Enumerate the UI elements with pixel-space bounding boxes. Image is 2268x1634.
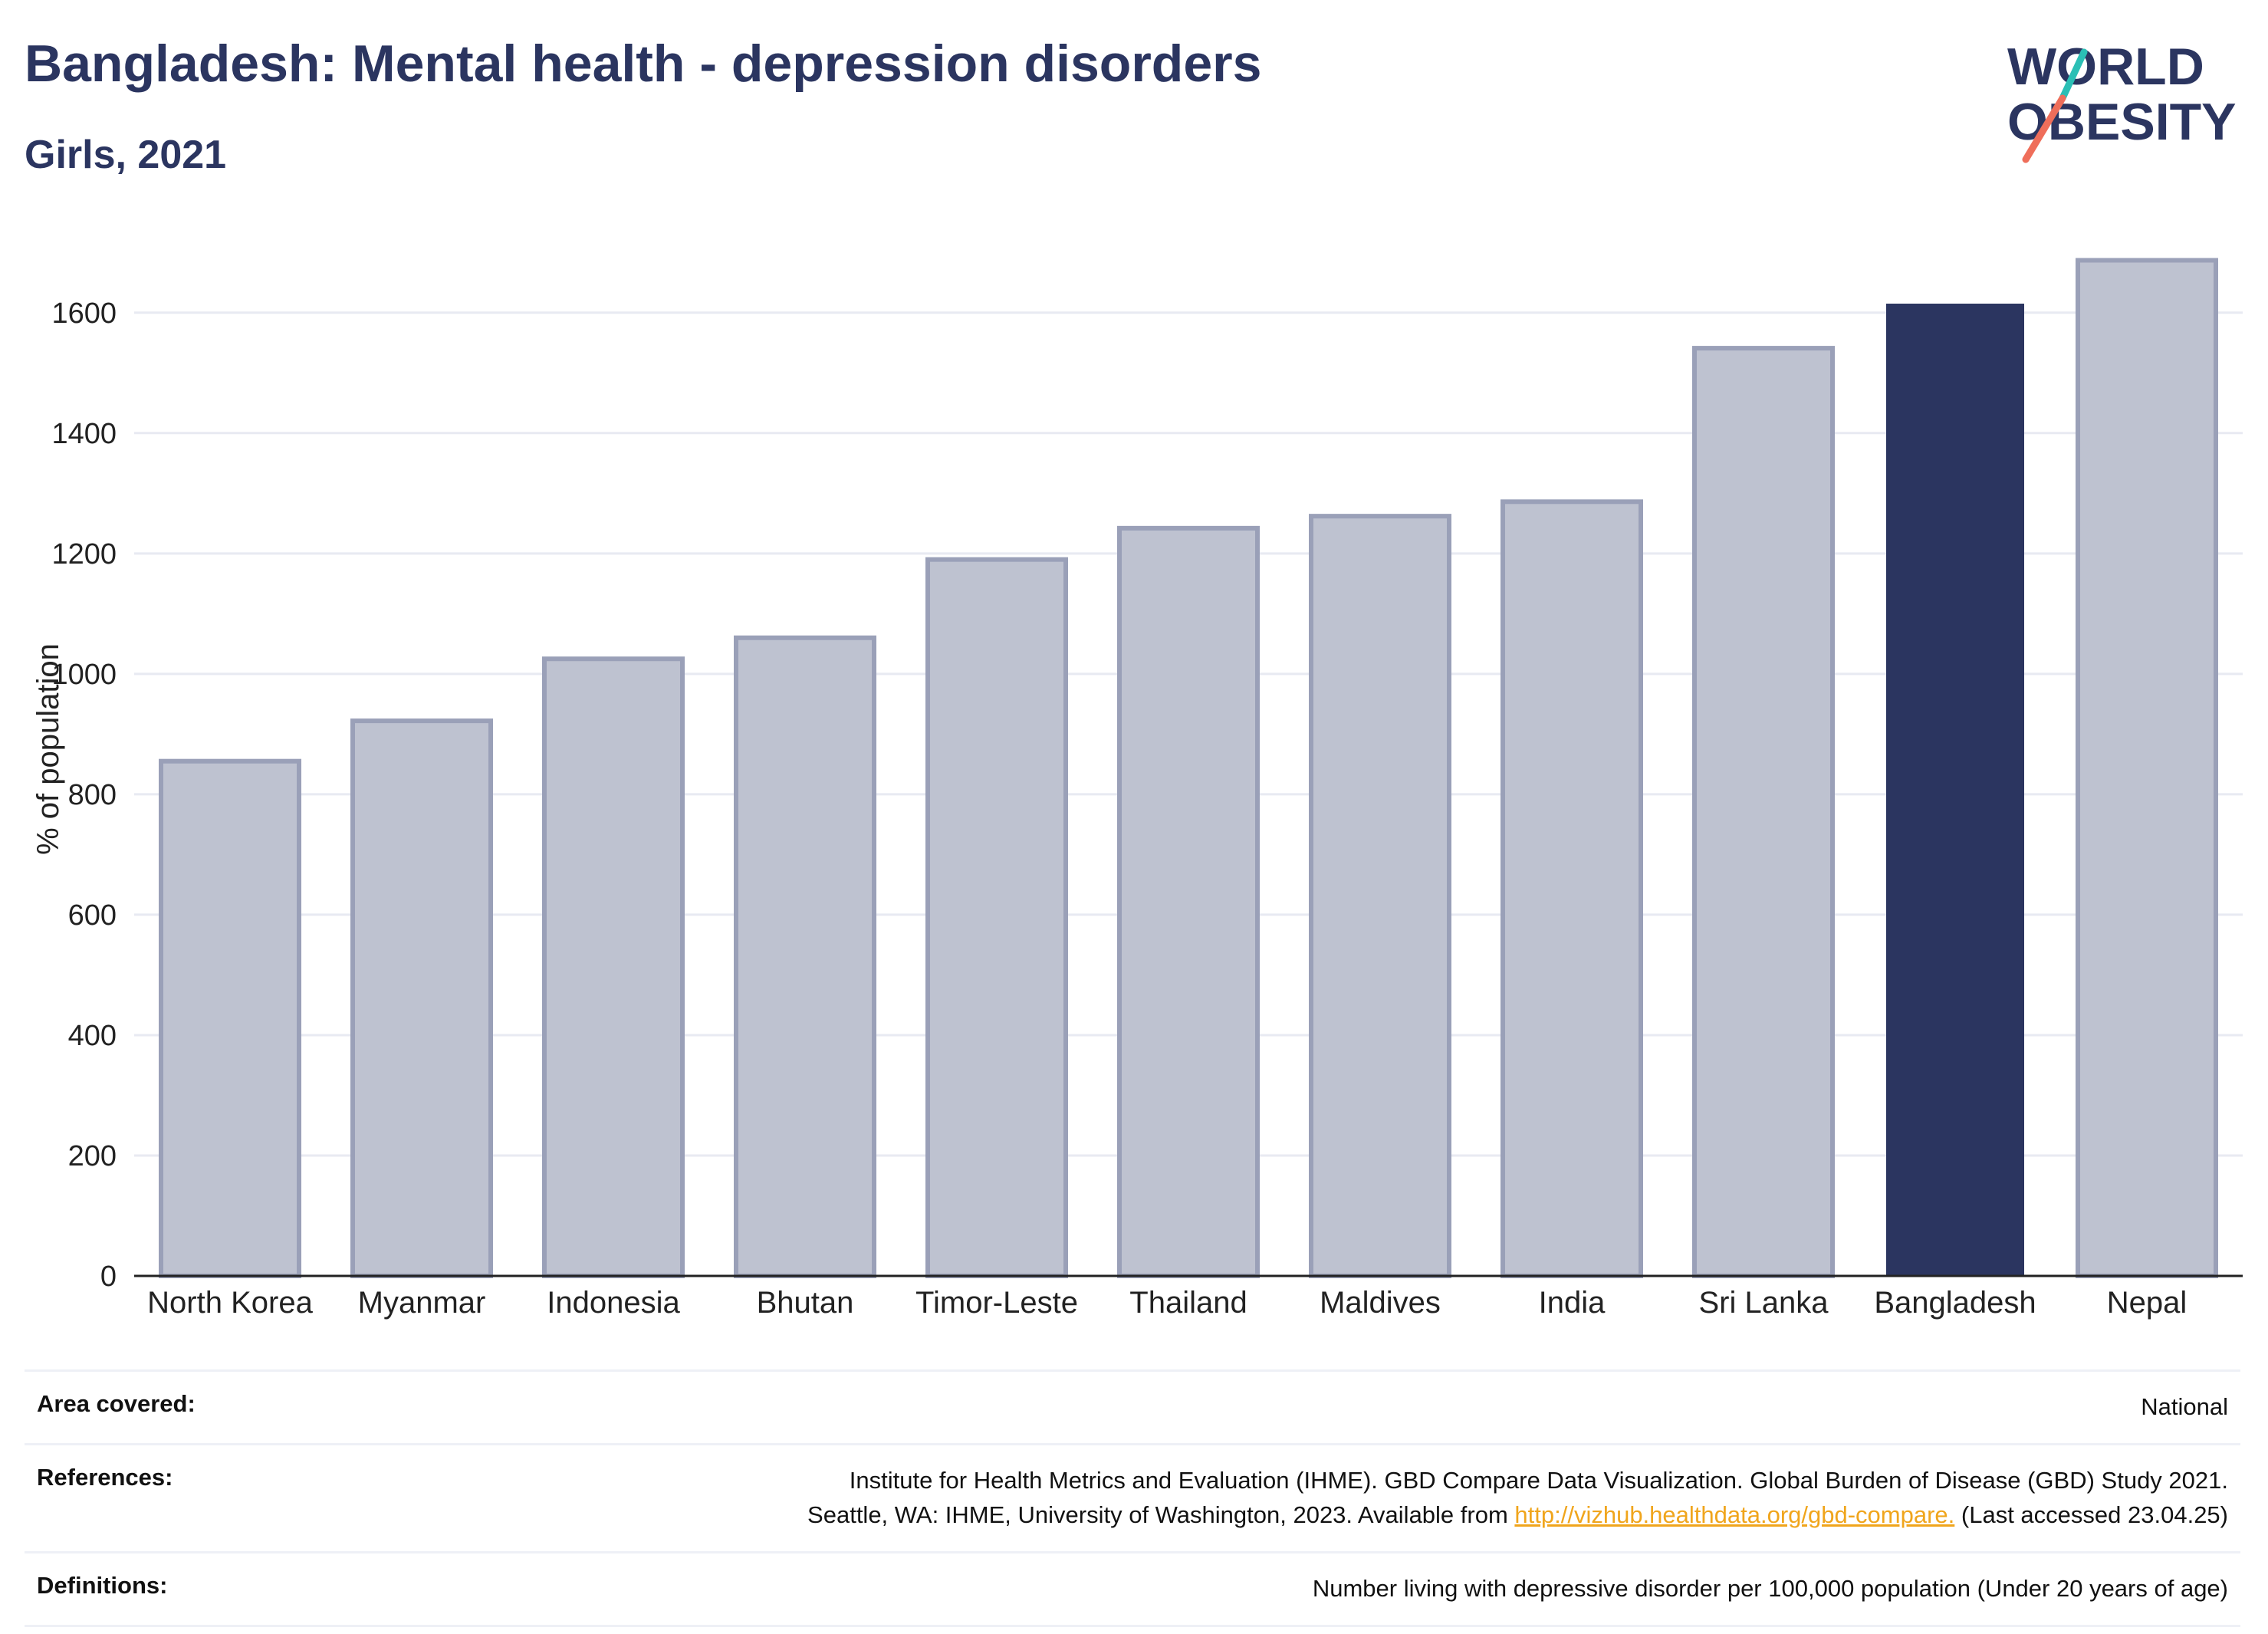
area-covered-value: National [2141,1393,2228,1420]
logo-slash-bottom [2022,94,2066,163]
bar-india [1500,499,1643,1278]
definitions-value: Number living with depressive disorder p… [1312,1574,2228,1602]
bar-north-korea [159,758,301,1278]
y-tick-label: 800 [68,779,117,811]
bar-timor-leste [925,557,1068,1278]
world-obesity-logo: WORLD OBESITY [2007,38,2237,163]
chart-subtitle: Girls, 2021 [25,133,227,177]
references-row: References: Institute for Health Metrics… [25,1442,2240,1551]
reference-line-1: Institute for Health Metrics and Evaluat… [849,1466,2228,1494]
reference-line-2-post: (Last accessed 23.04.25) [1954,1501,2228,1528]
bar-thailand [1117,525,1260,1278]
x-category-labels: North Korea Myanmar Indonesia Bhutan Timor-L… [147,1286,2187,1320]
reference-link[interactable]: http://vizhub.healthdata.org/gbd-compare… [1514,1501,1955,1528]
y-tick-label: 1600 [51,298,117,330]
y-tick-label: 1200 [51,538,117,570]
y-tick-labels: 0 200 400 600 800 1000 1200 1400 1600 [51,298,117,1293]
bar-bangladesh [1886,303,2024,1277]
bar-maldives [1309,514,1451,1278]
x-tick-label: Nepal [2107,1286,2187,1320]
metadata-table: Area covered: National References: Insti… [25,1369,2240,1627]
bar-sri-lanka [1692,346,1835,1278]
x-tick-label: India [1539,1286,1606,1320]
y-tick-label: 400 [68,1020,117,1052]
x-tick-label: Bhutan [757,1286,854,1320]
x-tick-label: Sri Lanka [1699,1286,1829,1320]
y-tick-label: 600 [68,899,117,932]
reference-line-2-pre: Seattle, WA: IHME, University of Washing… [807,1501,1515,1528]
chart-title: Bangladesh: Mental health - depression d… [25,35,1262,93]
logo-line-1: WORLD [2007,38,2204,96]
x-tick-label: North Korea [147,1286,313,1320]
x-tick-label: Indonesia [547,1286,680,1320]
bar-indonesia [542,656,685,1278]
x-tick-label: Bangladesh [1874,1286,2036,1320]
y-tick-label: 200 [68,1140,117,1172]
x-tick-label: Myanmar [358,1286,486,1320]
x-tick-label: Maldives [1320,1286,1441,1320]
x-tick-label: Timor-Leste [915,1286,1078,1320]
area-covered-row: Area covered: National [25,1369,2240,1443]
x-tick-label: Thailand [1129,1286,1247,1320]
y-tick-label: 0 [100,1261,117,1293]
y-tick-label: 1000 [51,659,117,691]
area-covered-label: Area covered: [37,1390,196,1417]
logo-slash-top [2059,48,2088,102]
definitions-label: Definitions: [37,1571,168,1599]
bar-bhutan [734,635,876,1278]
bar-chart: 0 200 400 600 800 1000 1200 1400 1600 North Kore… [31,258,2243,1320]
y-tick-label: 1400 [51,418,117,450]
references-label: References: [37,1463,173,1491]
bar-nepal [2076,258,2218,1278]
definitions-row: Definitions: Number living with depressi… [25,1550,2240,1627]
bars [159,258,2218,1278]
y-axis-title: % of population [31,643,65,855]
bar-myanmar [350,718,493,1278]
references-value: Institute for Health Metrics and Evaluat… [807,1464,2228,1533]
